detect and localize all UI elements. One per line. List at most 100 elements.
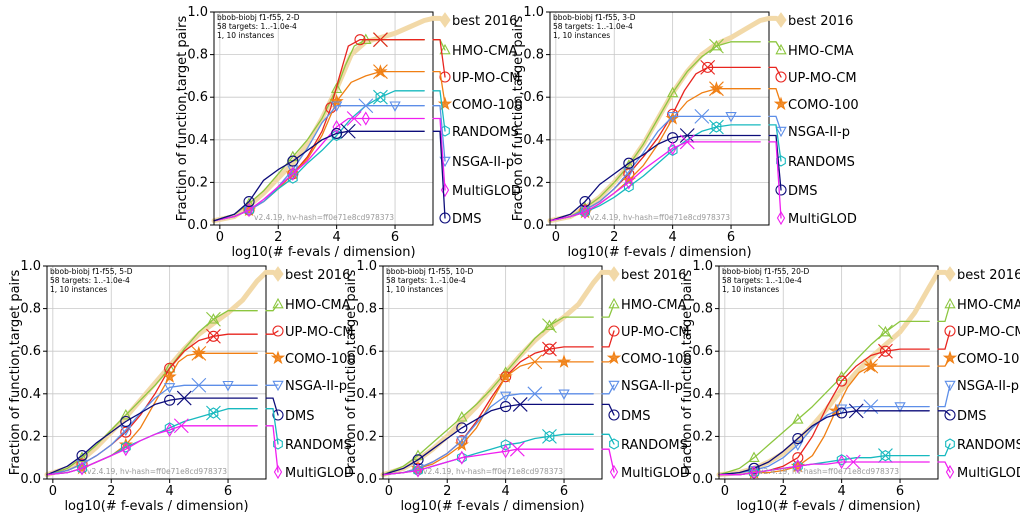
y-tick-label: 0.8 <box>20 302 41 317</box>
y-tick-label: 0.2 <box>20 429 41 444</box>
series-line-best-2016 <box>547 15 772 224</box>
legend-label: COMO-100 <box>621 352 692 367</box>
legend-marker <box>776 210 786 226</box>
legend-marker <box>272 409 284 421</box>
series-line-best-2016 <box>716 269 941 478</box>
y-tick-label: 0.8 <box>356 302 377 317</box>
legend-marker <box>775 43 787 55</box>
budget-cross-marker <box>679 134 695 150</box>
series-marker <box>244 203 254 218</box>
series-marker <box>879 325 892 337</box>
series-marker <box>329 94 344 108</box>
budget-cross-marker <box>191 377 207 393</box>
y-tick-label: 0.6 <box>356 344 377 359</box>
legend-label: best 2016 <box>621 268 686 283</box>
series-marker <box>164 422 175 434</box>
series-marker <box>558 389 570 400</box>
series-marker <box>748 451 760 462</box>
budget-cross-marker <box>373 89 388 105</box>
series-marker <box>748 462 760 474</box>
legend-label: NSGA-II-p <box>621 379 683 394</box>
y-tick-label: 1.0 <box>187 5 208 20</box>
legend-label: COMO-100 <box>285 352 356 367</box>
y-tick-label: 0.4 <box>187 133 208 148</box>
y-tick-label: 0.4 <box>356 387 377 402</box>
legend-connector <box>265 303 279 312</box>
y-axis-label: Fraction of function,target pairs <box>175 16 190 222</box>
legend-marker <box>775 12 787 28</box>
version-watermark: v2.4.19, hv-hash=ff0e71e8cd978373 <box>759 467 899 476</box>
budget-cross-marker <box>878 324 893 340</box>
series-line-hmo-cma <box>718 320 930 476</box>
series-marker <box>389 101 401 112</box>
series-marker <box>580 205 590 220</box>
legend-label: NSGA-II-p <box>957 379 1019 394</box>
series-marker <box>836 454 847 466</box>
ecdf-panel-2: 0 2 4 6 0.0 0.2 0.4 0.6 0.8 1.0 log10(# f-evals / … <box>511 5 859 260</box>
legend-label: MultiGLOD <box>957 466 1020 481</box>
y-tick-label: 1.0 <box>523 5 544 20</box>
y-tick-label: 0.4 <box>20 387 41 402</box>
x-tick-label: 6 <box>727 230 735 245</box>
legend-connector <box>432 130 446 219</box>
x-axis-label: log10(# f-evals / dimension) <box>736 499 920 514</box>
x-tick-label: 4 <box>165 484 173 499</box>
x-axis-label: log10(# f-evals / dimension) <box>567 245 751 260</box>
panel-info-text: bbob-biobj f1-f55, 3-D <box>553 13 636 22</box>
y-axis-label: Fraction of function,target pairs <box>8 270 23 476</box>
budget-cross-marker <box>340 123 356 139</box>
series-marker <box>413 463 423 478</box>
y-tick-label: 0.0 <box>187 218 208 233</box>
legend-marker <box>273 438 283 450</box>
budget-cross-marker <box>527 386 543 402</box>
budget-cross-marker <box>509 441 525 457</box>
x-tick-label: 2 <box>107 484 115 499</box>
legend-label: UP-MO-CM <box>452 71 521 86</box>
series-marker <box>120 441 131 453</box>
y-tick-label: 1.0 <box>20 259 41 274</box>
legend-label: COMO-100 <box>788 98 859 113</box>
series-marker <box>711 121 722 133</box>
legend-marker <box>775 184 787 196</box>
series-marker <box>500 401 512 413</box>
series-marker <box>624 175 633 190</box>
series-marker <box>120 415 132 428</box>
legend-connector <box>601 330 615 348</box>
y-axis-label: Fraction of function,target pairs <box>511 16 526 222</box>
series-marker <box>500 439 511 451</box>
series-marker <box>456 436 468 447</box>
legend-connector <box>265 408 279 445</box>
x-tick-label: 0 <box>721 484 729 499</box>
series-line-best-2016 <box>44 269 269 478</box>
panel-info-text: bbob-biobj f1-f55, 20-D <box>722 267 810 276</box>
budget-cross-marker <box>206 328 221 344</box>
legend-label: best 2016 <box>788 14 853 29</box>
y-axis-label: Fraction of function,target pairs <box>344 270 359 476</box>
budget-cross-marker <box>358 98 374 114</box>
panel-info-text: 1, 10 instances <box>553 31 610 40</box>
series-marker <box>375 91 386 103</box>
series-marker <box>792 432 804 445</box>
series-marker <box>623 181 634 193</box>
budget-cross-marker <box>542 429 557 444</box>
y-tick-label: 0.8 <box>692 302 713 317</box>
ecdf-panel-4: 0 2 4 6 0.0 0.2 0.4 0.6 0.8 1.0 log10(# f-evals / … <box>344 259 692 514</box>
legend-label: UP-MO-CM <box>788 71 857 86</box>
x-tick-label: 2 <box>779 484 787 499</box>
series-marker <box>162 369 177 383</box>
panel-info-text: 1, 10 instances <box>50 285 107 294</box>
legend-connector <box>768 88 782 105</box>
x-tick-label: 0 <box>385 484 393 499</box>
legend-connector <box>432 39 446 78</box>
series-marker <box>287 155 299 167</box>
series-marker <box>623 157 635 169</box>
legend-connector <box>432 90 446 132</box>
panel-info-text: 58 targets: 1..-1.0e-4 <box>722 276 802 285</box>
legend-label: UP-MO-CM <box>285 325 354 340</box>
plot-frame <box>382 265 603 480</box>
y-tick-label: 0.2 <box>692 429 713 444</box>
budget-cross-marker <box>206 311 221 327</box>
x-axis-label: log10(# f-evals / dimension) <box>64 499 248 514</box>
plot-frame <box>549 11 770 226</box>
plot-frame <box>46 265 267 480</box>
